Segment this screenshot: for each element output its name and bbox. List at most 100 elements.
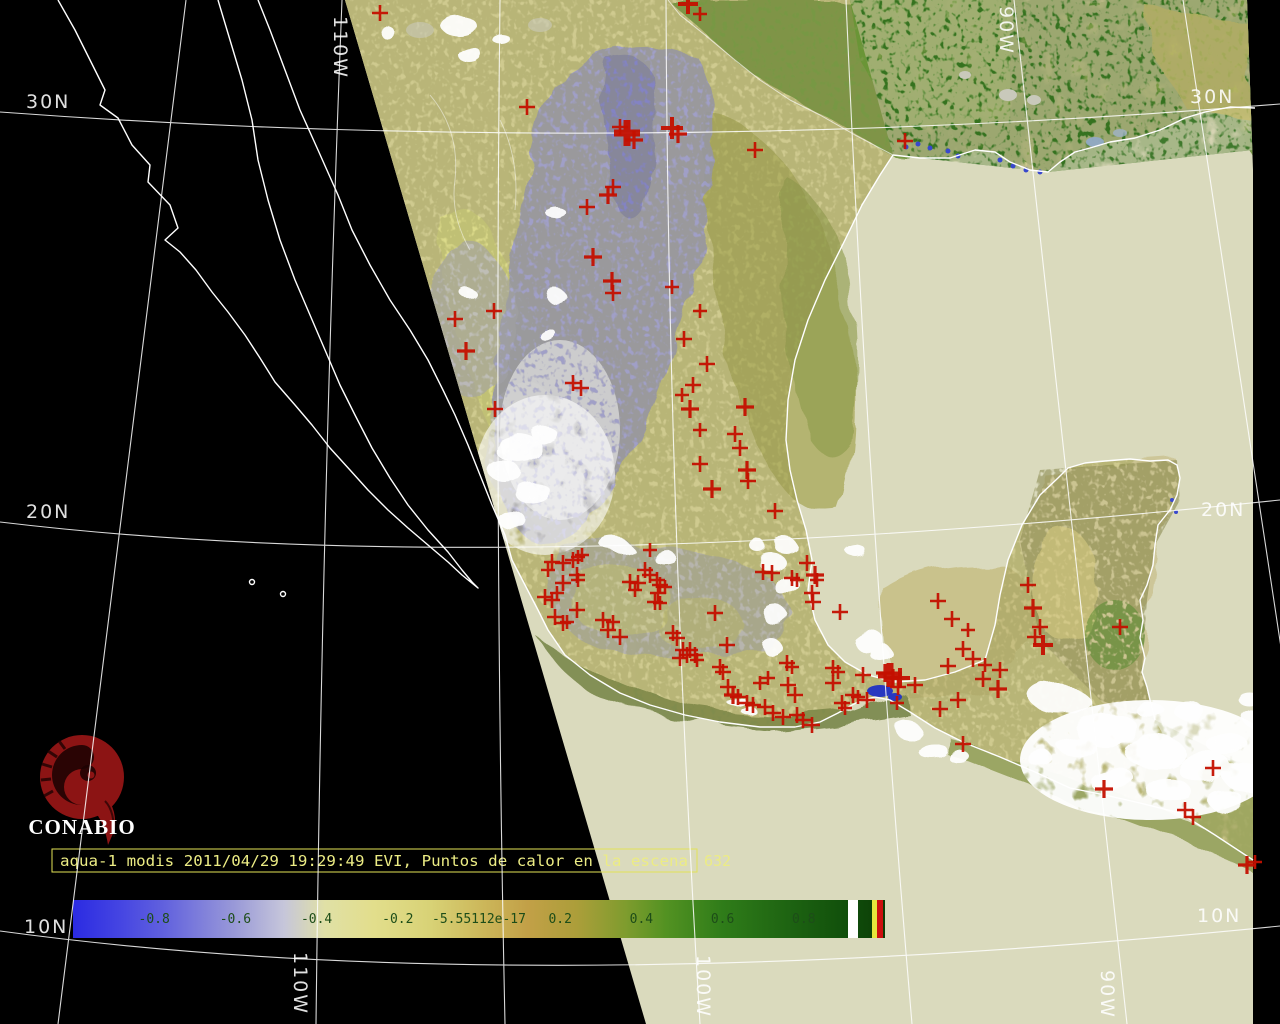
fire-marker <box>457 342 475 360</box>
colorbar-tick-label: 0.8 <box>792 912 815 927</box>
fire-marker <box>555 555 571 571</box>
colorbar-tick-label: -0.2 <box>382 912 413 927</box>
fire-marker <box>745 697 761 713</box>
graticule-label: 110W <box>329 16 351 79</box>
fire-marker <box>628 583 642 597</box>
fire-marker <box>907 677 923 693</box>
fire-marker <box>1238 856 1256 874</box>
fire-marker <box>575 548 589 562</box>
conabio-logo: CONABIO <box>28 735 135 845</box>
colorbar-tick-label: 0.6 <box>711 912 734 927</box>
meridian-105w <box>497 0 506 1024</box>
fire-marker <box>992 662 1008 678</box>
fire-marker <box>1112 619 1128 635</box>
fire-marker <box>1020 577 1036 593</box>
graticule-label: 20N <box>1201 499 1245 521</box>
yucatan-green-dots <box>1085 600 1145 670</box>
fire-marker <box>1027 629 1043 645</box>
fire-marker <box>550 586 564 600</box>
colorbar-tick-label: -0.4 <box>301 912 332 927</box>
fire-marker <box>940 658 956 674</box>
graticule-labels: 30N 30N 20N 20N 10N 10N 110W 110W 100W 90W 90W <box>24 6 1245 1019</box>
fire-marker <box>600 622 616 638</box>
fire-marker <box>767 503 783 519</box>
fire-marker <box>693 423 707 437</box>
fire-marker <box>693 7 707 21</box>
fire-marker <box>676 331 692 347</box>
graticule-label: 110W <box>289 952 311 1015</box>
fire-marker <box>805 594 821 610</box>
fire-marker <box>944 611 960 627</box>
fire-marker <box>605 285 621 301</box>
fire-marker <box>851 690 865 704</box>
graticule-label: 10N <box>1197 905 1241 927</box>
fire-marker <box>961 623 975 637</box>
fire-marker <box>930 593 946 609</box>
fire-marker <box>765 705 781 721</box>
fire-marker <box>715 664 731 680</box>
meridian-95w <box>845 0 913 1024</box>
caption-text: aqua-1 modis 2011/04/29 19:29:49 EVI, Pu… <box>60 852 688 870</box>
fire-marker <box>955 641 971 657</box>
parallel-10n <box>0 925 1280 966</box>
fire-marker <box>614 120 640 146</box>
fire-marker <box>675 388 689 402</box>
fire-marker <box>447 311 463 327</box>
cloud-field-speckle <box>1020 700 1253 820</box>
fire-marker <box>571 573 585 587</box>
meridian-90w <box>1013 0 1128 1024</box>
yucatan-speckle <box>1020 460 1180 720</box>
fire-marker <box>785 660 799 674</box>
graticule-label: 90W <box>1096 970 1118 1019</box>
fire-marker <box>799 555 815 571</box>
gulf-yucatan-coastline <box>785 154 1181 721</box>
river-lines <box>429 94 517 251</box>
island-dot <box>248 578 256 586</box>
graticule-label: 20N <box>26 501 70 523</box>
fire-marker <box>653 596 667 610</box>
fire-marker <box>1185 809 1201 825</box>
fire-marker <box>890 668 910 688</box>
fire-marker <box>989 680 1007 698</box>
rio-grande-line <box>667 0 894 156</box>
colorbar-tick-label: 0.2 <box>548 912 571 927</box>
fire-marker <box>975 671 991 687</box>
fire-marker <box>584 248 602 266</box>
fire-marker <box>838 701 852 715</box>
fire-marker <box>780 677 796 693</box>
fire-marker <box>537 589 553 605</box>
fire-marker <box>719 637 735 653</box>
fire-marker <box>790 573 804 587</box>
fire-marker <box>672 650 688 666</box>
graticule-label: 30N <box>1190 86 1234 108</box>
fire-marker <box>372 5 388 21</box>
colorbar-stripe <box>848 900 858 938</box>
fire-marker <box>1033 635 1053 655</box>
graticule-label: 10N <box>24 916 68 938</box>
fire-marker <box>692 456 708 472</box>
mainland-pacific-coastline <box>257 0 1254 861</box>
fire-marker <box>787 687 803 703</box>
colorbar-gradient <box>73 900 885 938</box>
fire-marker <box>832 604 848 620</box>
colorbar-tick-label: -0.8 <box>139 912 170 927</box>
fire-marker <box>1205 760 1221 776</box>
graticule-label: 100W <box>692 955 714 1018</box>
fire-marker <box>612 629 628 645</box>
fire-marker <box>897 133 913 149</box>
fire-marker <box>699 356 715 372</box>
fire-marker <box>1095 780 1113 798</box>
fire-marker <box>595 612 611 628</box>
graticule-label: 30N <box>26 91 70 113</box>
scene-count: 632 <box>704 852 731 870</box>
fire-marker <box>693 304 707 318</box>
colorbar-tick-labels: -0.8 -0.6 -0.4 -0.2 -5.55112e-17 0.2 0.4 0.6 0.8 <box>139 912 816 927</box>
graticule-label: 90W <box>995 6 1017 55</box>
fire-marker <box>486 303 502 319</box>
fire-marker <box>804 717 820 733</box>
meridian-110w <box>315 0 343 1024</box>
fire-marker <box>932 701 948 717</box>
fire-marker <box>950 692 966 708</box>
